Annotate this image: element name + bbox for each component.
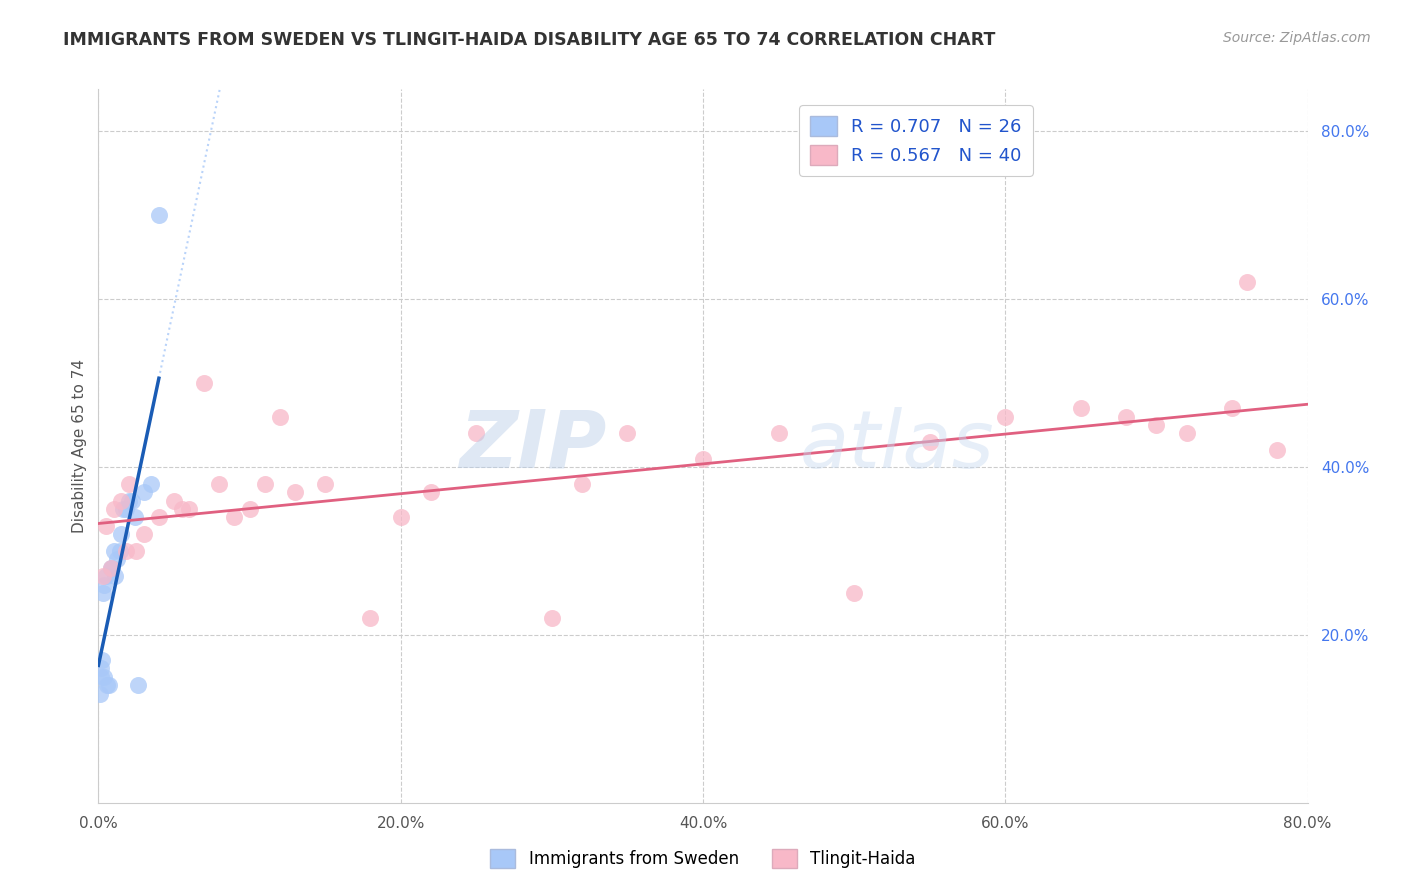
Point <box>1070 401 1092 416</box>
Point <box>389 510 412 524</box>
Point <box>269 409 291 424</box>
Point <box>103 502 125 516</box>
Text: IMMIGRANTS FROM SWEDEN VS TLINGIT-HAIDA DISABILITY AGE 65 TO 74 CORRELATION CHAR: IMMIGRANTS FROM SWEDEN VS TLINGIT-HAIDA … <box>63 31 995 49</box>
Legend: R = 0.707   N = 26, R = 0.567   N = 40: R = 0.707 N = 26, R = 0.567 N = 40 <box>799 105 1032 176</box>
Point <box>110 493 132 508</box>
Point <box>163 493 186 508</box>
Point <box>103 544 125 558</box>
Point <box>125 544 148 558</box>
Point <box>94 518 117 533</box>
Point <box>90 670 112 684</box>
Point <box>127 678 149 692</box>
Point <box>91 653 114 667</box>
Point <box>108 544 131 558</box>
Point <box>224 510 246 524</box>
Point <box>148 510 170 524</box>
Point <box>1267 443 1289 458</box>
Point <box>118 493 141 508</box>
Point <box>314 476 336 491</box>
Point <box>616 426 638 441</box>
Point <box>170 502 193 516</box>
Point <box>193 376 215 390</box>
Point <box>141 476 163 491</box>
Point <box>110 527 132 541</box>
Point <box>360 611 382 625</box>
Y-axis label: Disability Age 65 to 74: Disability Age 65 to 74 <box>72 359 87 533</box>
Point <box>96 678 118 692</box>
Point <box>124 510 146 524</box>
Point <box>465 426 488 441</box>
Point <box>91 569 114 583</box>
Point <box>100 560 122 574</box>
Point <box>111 502 134 516</box>
Text: atlas: atlas <box>800 407 994 485</box>
Point <box>918 434 941 449</box>
Point <box>121 493 143 508</box>
Point <box>94 569 117 583</box>
Point <box>239 502 262 516</box>
Point <box>89 687 111 701</box>
Point <box>132 527 155 541</box>
Point <box>91 586 114 600</box>
Point <box>571 476 593 491</box>
Point <box>90 661 112 675</box>
Point <box>105 552 128 566</box>
Point <box>100 560 122 574</box>
Point <box>253 476 276 491</box>
Point <box>844 586 866 600</box>
Point <box>104 569 127 583</box>
Legend: Immigrants from Sweden, Tlingit-Haida: Immigrants from Sweden, Tlingit-Haida <box>484 843 922 875</box>
Text: Source: ZipAtlas.com: Source: ZipAtlas.com <box>1223 31 1371 45</box>
Point <box>208 476 231 491</box>
Text: ZIP: ZIP <box>458 407 606 485</box>
Point <box>540 611 562 625</box>
Point <box>101 560 124 574</box>
Point <box>1115 409 1137 424</box>
Point <box>1220 401 1243 416</box>
Point <box>118 476 141 491</box>
Point <box>179 502 201 516</box>
Point <box>114 502 136 516</box>
Point <box>1175 426 1198 441</box>
Point <box>93 577 115 591</box>
Point <box>692 451 714 466</box>
Point <box>1236 275 1258 289</box>
Point <box>420 485 443 500</box>
Point <box>114 544 136 558</box>
Point <box>132 485 155 500</box>
Point <box>768 426 790 441</box>
Point <box>93 670 115 684</box>
Point <box>1146 417 1168 432</box>
Point <box>98 678 121 692</box>
Point <box>994 409 1017 424</box>
Point <box>148 208 170 222</box>
Point <box>284 485 307 500</box>
